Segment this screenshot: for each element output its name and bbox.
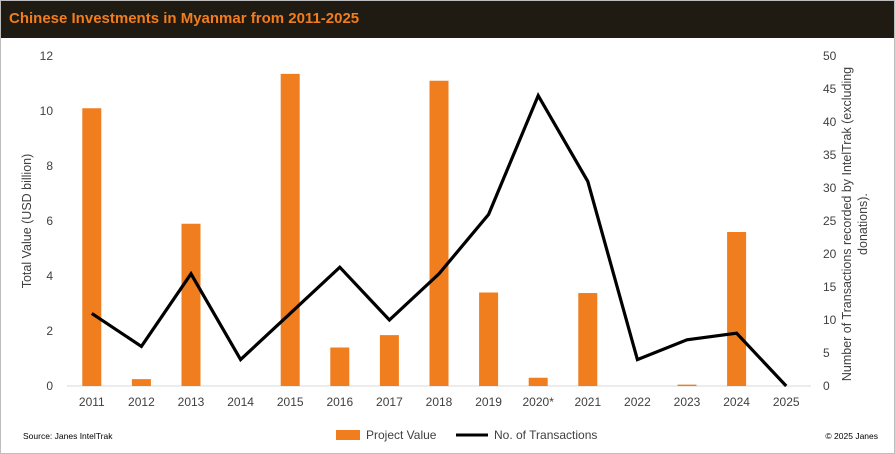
bar — [131, 379, 151, 386]
bar — [330, 347, 350, 386]
legend-swatch-project-value — [336, 430, 360, 440]
x-tick-label: 2019 — [475, 395, 502, 409]
legend-label-transactions: No. of Transactions — [494, 428, 597, 442]
y2-tick-label: 10 — [823, 313, 837, 327]
y2-tick-label: 15 — [823, 280, 837, 294]
y2-tick-label: 20 — [823, 247, 837, 261]
y2-tick-label: 45 — [823, 82, 837, 96]
y-tick-label: 12 — [40, 49, 54, 63]
series-line-transactions — [90, 92, 788, 388]
y2-tick-label: 0 — [823, 379, 830, 393]
x-tick-label: 2018 — [426, 395, 453, 409]
bar — [181, 223, 201, 386]
y-tick-label: 4 — [46, 269, 53, 283]
bar — [379, 335, 399, 386]
y-tick-label: 6 — [46, 214, 53, 228]
bar — [82, 108, 102, 386]
x-tick-label: 2013 — [178, 395, 205, 409]
bar — [479, 292, 499, 386]
bar — [727, 232, 747, 386]
bar — [280, 73, 300, 386]
chart-title: Chinese Investments in Myanmar from 2011… — [9, 10, 360, 27]
y2-tick-label: 25 — [823, 214, 837, 228]
x-tick-label: 2016 — [326, 395, 353, 409]
x-tick-label: 2017 — [376, 395, 403, 409]
x-tick-label: 2023 — [674, 395, 701, 409]
legend-label-project-value: Project Value — [366, 428, 437, 442]
x-tick-label: 2025 — [773, 395, 800, 409]
x-tick-label: 2021 — [574, 395, 601, 409]
x-tick-label: 2020* — [523, 395, 555, 409]
copyright-note: © 2025 Janes — [825, 431, 878, 441]
x-tick-label: 2022 — [624, 395, 651, 409]
x-tick-label: 2012 — [128, 395, 155, 409]
y-tick-label: 10 — [40, 104, 54, 118]
x-tick-label: 2014 — [227, 395, 254, 409]
bar — [578, 293, 598, 386]
source-note: Source: Janes IntelTrak — [23, 431, 113, 441]
y-axis-title: Total Value (USD billion) — [20, 154, 34, 289]
y2-tick-label: 5 — [823, 346, 830, 360]
bar — [528, 377, 548, 386]
chart-header: Chinese Investments in Myanmar from 2011… — [1, 1, 894, 38]
y2-tick-label: 35 — [823, 148, 837, 162]
y2-tick-label: 30 — [823, 181, 837, 195]
bar — [429, 80, 449, 386]
y2-axis-title: Number of Transactions recorded by Intel… — [840, 67, 870, 381]
y2-tick-label: 40 — [823, 115, 837, 129]
y2-tick-label: 50 — [823, 49, 837, 63]
x-tick-label: 2011 — [79, 395, 105, 409]
x-tick-label: 2024 — [723, 395, 750, 409]
bar — [677, 384, 697, 386]
y-tick-label: 2 — [46, 324, 53, 338]
y-tick-label: 0 — [46, 379, 53, 393]
y-tick-label: 8 — [46, 159, 53, 173]
x-tick-label: 2015 — [277, 395, 304, 409]
